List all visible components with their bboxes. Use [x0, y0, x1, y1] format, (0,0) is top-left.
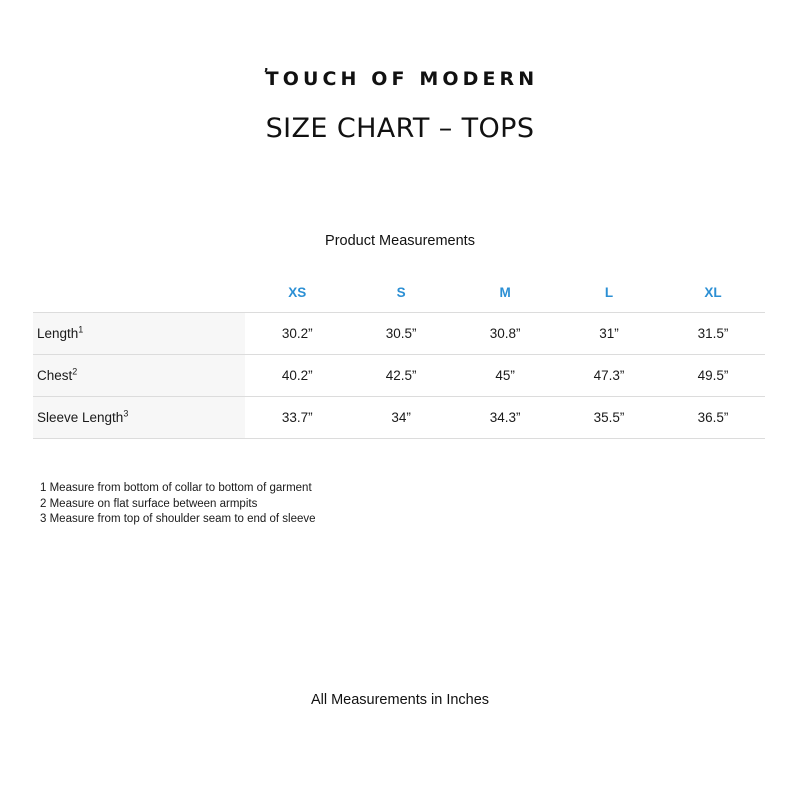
table-corner-cell: [33, 272, 245, 313]
footnote-3: 3 Measure from top of shoulder seam to e…: [40, 513, 316, 525]
size-header-xl: XL: [704, 284, 722, 300]
footnote-2: 2 Measure on flat surface between armpit…: [40, 497, 258, 510]
cell-chest-s: 42.5”: [349, 354, 454, 397]
footnote-1: 1 Measure from bottom of collar to botto…: [40, 482, 312, 494]
size-header-xs: XS: [288, 284, 307, 300]
brand-logo: ’TOUCH OF MODERN: [0, 67, 800, 90]
table-row: Sleeve Length3 33.7” 34” 34.3” 35.5” 36.…: [33, 396, 765, 439]
measurements-table-container: XS S M L XL Length1 30.2” 30.5” 30.8” 31…: [33, 272, 765, 439]
size-header-l: L: [604, 284, 614, 300]
row-label-sleeve-length-footnote-marker: 3: [123, 408, 129, 419]
table-row: Chest2 40.2” 42.5” 45” 47.3” 49.5”: [33, 354, 765, 397]
page-title: SIZE CHART – TOPS: [265, 113, 535, 144]
measurements-table: XS S M L XL Length1 30.2” 30.5” 30.8” 31…: [33, 272, 765, 439]
cell-sleeve-length-m: 34.3”: [453, 396, 558, 439]
bottom-caption: All Measurements in Inches: [310, 692, 490, 708]
cell-length-xs: 30.2”: [245, 312, 350, 355]
row-label-sleeve-length: Sleeve Length3: [33, 396, 246, 439]
brand-tick-mark: ’: [263, 67, 269, 82]
cell-length-s: 30.5”: [349, 312, 454, 355]
row-label-sleeve-length-text: Sleeve Length: [37, 410, 124, 425]
cell-chest-xs: 40.2”: [245, 354, 350, 397]
brand-name: TOUCH OF MODERN: [265, 68, 539, 90]
table-row: Length1 30.2” 30.5” 30.8” 31” 31.5”: [33, 312, 765, 355]
cell-length-l: 31”: [557, 312, 662, 355]
row-label-chest: Chest2: [33, 354, 246, 397]
footnotes: 1 Measure from bottom of collar to botto…: [40, 481, 316, 528]
cell-chest-m: 45”: [453, 354, 558, 397]
cell-sleeve-length-s: 34”: [349, 396, 454, 439]
size-header-s: S: [396, 284, 406, 300]
row-label-length: Length1: [33, 312, 246, 355]
cell-length-xl: 31.5”: [661, 312, 765, 355]
row-label-length-text: Length: [37, 326, 79, 341]
size-header-m: M: [499, 284, 511, 300]
cell-chest-xl: 49.5”: [661, 354, 765, 397]
section-heading: Product Measurements: [325, 233, 475, 249]
size-header-row: XS S M L XL: [33, 272, 765, 313]
cell-length-m: 30.8”: [453, 312, 558, 355]
cell-sleeve-length-l: 35.5”: [557, 396, 662, 439]
cell-chest-l: 47.3”: [557, 354, 662, 397]
row-label-chest-text: Chest: [37, 368, 73, 383]
cell-sleeve-length-xl: 36.5”: [661, 396, 765, 439]
row-label-length-footnote-marker: 1: [78, 324, 84, 335]
row-label-chest-footnote-marker: 2: [72, 366, 78, 377]
cell-sleeve-length-xs: 33.7”: [245, 396, 350, 439]
